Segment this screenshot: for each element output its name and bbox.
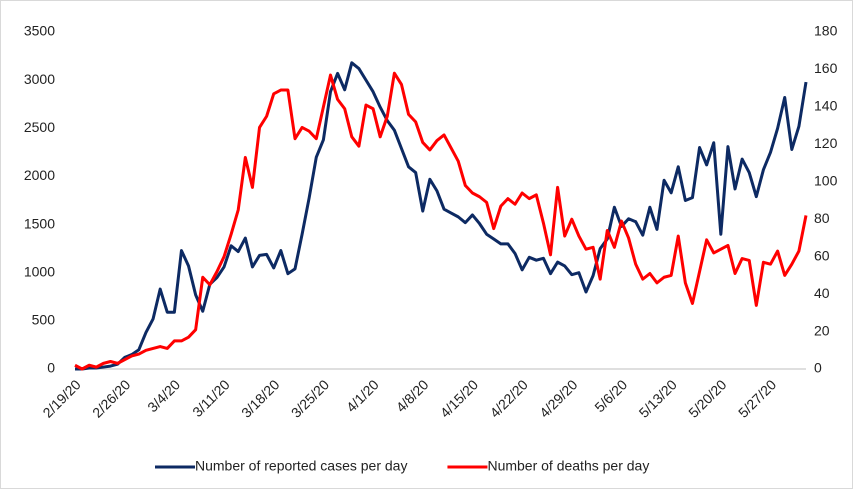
y-tick-label: 1000 bbox=[24, 263, 55, 279]
series-line bbox=[74, 71, 808, 371]
y2-tick-label: 100 bbox=[814, 172, 838, 188]
y2-tick-label: 140 bbox=[814, 98, 838, 114]
y-tick-label: 500 bbox=[32, 312, 56, 328]
legend-label: Number of deaths per day bbox=[487, 458, 649, 474]
y2-tick-label: 160 bbox=[814, 60, 838, 76]
y2-tick-label: 180 bbox=[814, 23, 838, 39]
y-tick-label: 2000 bbox=[24, 167, 55, 183]
legend-label: Number of reported cases per day bbox=[195, 458, 407, 474]
y2-tick-label: 40 bbox=[814, 285, 830, 301]
y-tick-label: 1500 bbox=[24, 215, 55, 231]
y-tick-label: 0 bbox=[47, 360, 55, 376]
series-line bbox=[75, 61, 808, 371]
y2-tick-label: 60 bbox=[814, 247, 830, 263]
y2-tick-label: 120 bbox=[814, 135, 838, 151]
y2-tick-label: 80 bbox=[814, 210, 830, 226]
y-tick-label: 3000 bbox=[24, 71, 55, 87]
y2-tick-label: 20 bbox=[814, 322, 830, 338]
y2-tick-label: 0 bbox=[814, 360, 822, 376]
y-tick-label: 2500 bbox=[24, 119, 55, 135]
y-tick-label: 3500 bbox=[24, 23, 55, 39]
